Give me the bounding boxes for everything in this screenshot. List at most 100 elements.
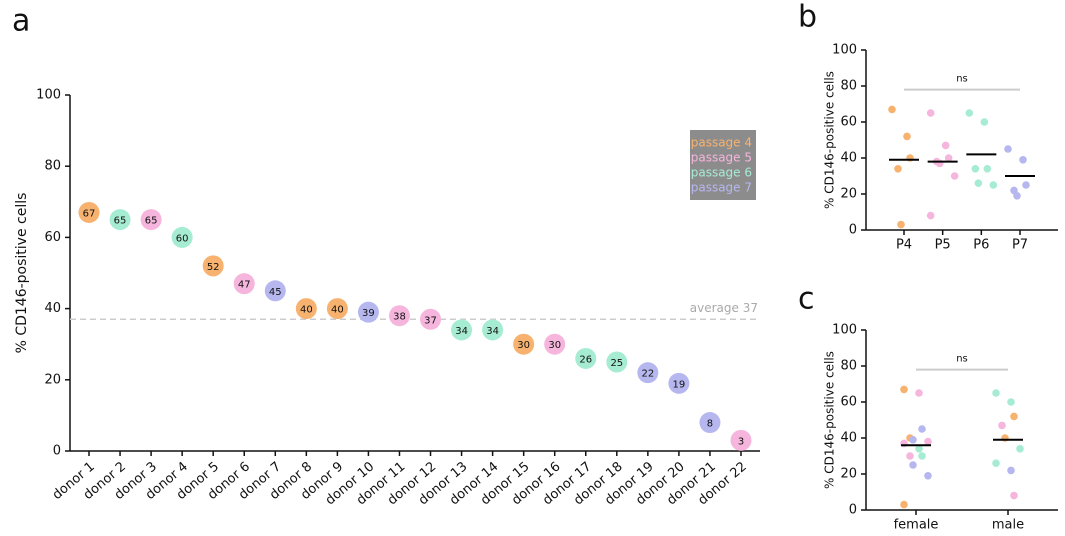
x-tick-label: P4 xyxy=(896,238,912,253)
data-point xyxy=(1016,445,1024,453)
y-tick-label: 20 xyxy=(44,372,61,387)
data-label: 38 xyxy=(393,312,406,323)
y-axis-label: % CD146-positive cells xyxy=(14,193,30,354)
data-label: 30 xyxy=(548,340,561,351)
y-tick-label: 60 xyxy=(44,230,61,245)
data-dot xyxy=(109,209,131,231)
data-dot xyxy=(730,429,752,451)
y-tick-label: 80 xyxy=(840,79,857,94)
data-point xyxy=(1010,412,1018,421)
data-dot xyxy=(233,273,255,295)
data-dot xyxy=(637,362,659,384)
data-label: 34 xyxy=(486,326,499,337)
data-dot xyxy=(140,209,162,231)
data-point xyxy=(944,154,953,162)
data-label: 65 xyxy=(114,216,127,227)
data-point xyxy=(941,141,950,150)
data-point xyxy=(918,425,926,433)
data-point xyxy=(1022,181,1030,189)
data-dot xyxy=(78,201,100,223)
data-point xyxy=(888,105,896,114)
data-dot xyxy=(420,308,442,330)
data-dot xyxy=(606,351,628,373)
data-label: 3 xyxy=(738,436,744,447)
data-point xyxy=(897,220,905,229)
data-point xyxy=(909,461,917,469)
x-tick-label: male xyxy=(992,518,1024,533)
average-label: average 37 xyxy=(690,301,758,315)
y-tick-label: 40 xyxy=(840,151,857,166)
x-tick-label: P5 xyxy=(935,238,951,253)
data-label: 37 xyxy=(424,315,437,326)
data-label: 65 xyxy=(145,216,158,227)
x-tick-label: P6 xyxy=(973,238,989,253)
data-point xyxy=(915,445,923,453)
data-label: 52 xyxy=(207,262,220,273)
data-point xyxy=(1007,398,1015,406)
data-dot xyxy=(668,372,690,394)
data-point xyxy=(926,109,935,117)
data-point xyxy=(1019,156,1027,164)
y-axis-label: % CD146-positive cells xyxy=(823,71,837,209)
data-point xyxy=(909,436,917,444)
legend-entry: passage 6 xyxy=(691,166,752,180)
data-dot xyxy=(388,305,410,327)
data-point xyxy=(1004,145,1012,153)
y-tick-label: 20 xyxy=(840,187,857,202)
legend-entry: passage 7 xyxy=(691,181,752,195)
y-tick-label: 80 xyxy=(840,359,857,374)
data-point xyxy=(903,132,911,141)
data-dot xyxy=(699,412,721,434)
data-point xyxy=(924,437,932,446)
data-dot xyxy=(357,301,379,323)
y-tick-label: 100 xyxy=(832,323,857,338)
data-point xyxy=(950,172,959,180)
panel-label: a xyxy=(12,4,30,39)
y-tick-label: 100 xyxy=(832,43,857,58)
data-label: 67 xyxy=(83,208,96,219)
significance-label: ns xyxy=(956,354,968,365)
y-tick-label: 20 xyxy=(840,467,857,482)
data-point xyxy=(1007,466,1015,475)
legend-box xyxy=(690,130,756,200)
data-label: 19 xyxy=(673,379,686,390)
data-point xyxy=(924,472,932,480)
data-dot xyxy=(295,298,317,320)
data-dot xyxy=(575,347,597,369)
data-label: 22 xyxy=(641,369,654,380)
data-label: 60 xyxy=(176,233,189,244)
y-tick-label: 0 xyxy=(849,223,857,238)
data-point xyxy=(1010,491,1018,500)
x-tick-label: female xyxy=(894,518,939,533)
panel-label: c xyxy=(798,282,815,317)
data-point xyxy=(900,385,908,394)
y-tick-label: 80 xyxy=(44,159,61,174)
data-dot xyxy=(171,226,193,248)
data-point xyxy=(971,165,980,173)
data-dot xyxy=(513,333,535,355)
data-dot xyxy=(451,319,473,341)
data-point xyxy=(980,118,989,126)
data-point xyxy=(983,165,992,173)
data-dot xyxy=(264,280,286,302)
data-point xyxy=(918,452,926,460)
data-point xyxy=(926,211,935,220)
data-point xyxy=(998,421,1006,430)
data-dot xyxy=(326,298,348,320)
legend-entry: passage 5 xyxy=(691,151,752,165)
y-tick-label: 0 xyxy=(849,503,857,518)
data-label: 39 xyxy=(362,308,375,319)
legend-entry: passage 4 xyxy=(691,136,752,150)
x-tick-label: P7 xyxy=(1012,238,1028,253)
data-label: 8 xyxy=(707,419,713,430)
data-dot xyxy=(482,319,504,341)
data-point xyxy=(965,109,974,117)
data-label: 40 xyxy=(331,305,344,316)
significance-label: ns xyxy=(956,74,968,85)
data-point xyxy=(992,389,1000,397)
data-label: 45 xyxy=(269,287,282,298)
data-point xyxy=(906,452,914,460)
data-label: 26 xyxy=(579,354,592,365)
y-tick-label: 60 xyxy=(840,395,857,410)
